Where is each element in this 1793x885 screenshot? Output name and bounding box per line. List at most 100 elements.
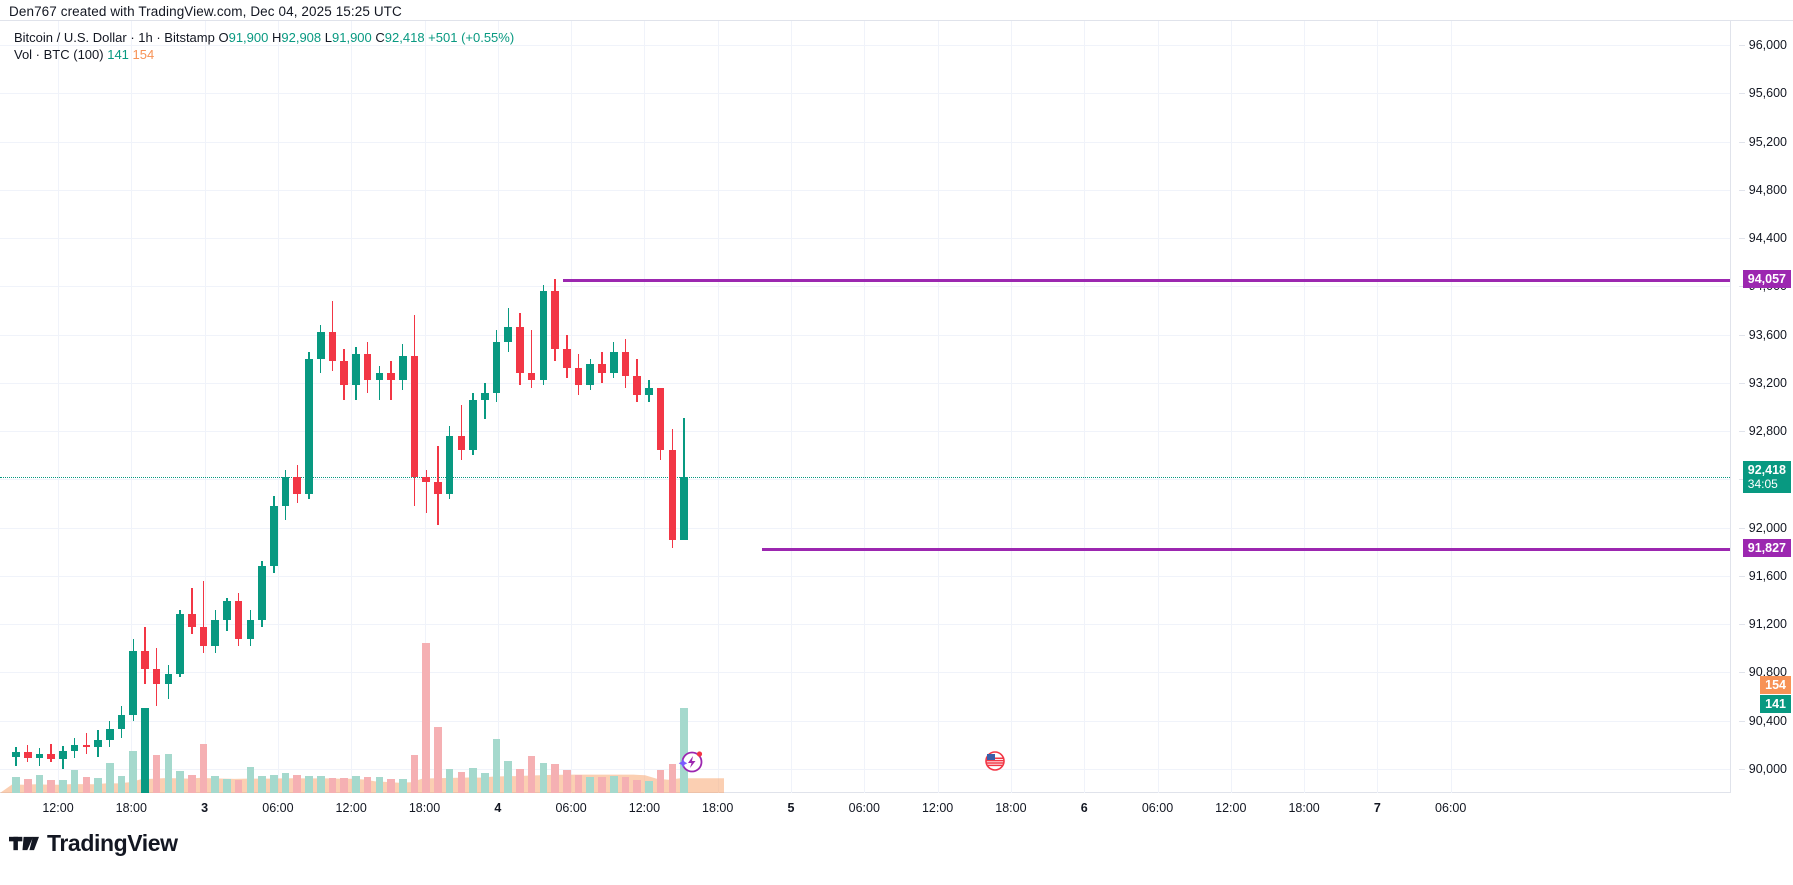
time-axis-tick: 12:00 xyxy=(628,801,661,815)
candle-body xyxy=(363,353,372,381)
footer-branding: TradingView xyxy=(9,830,178,857)
ai-sparkle-icon[interactable] xyxy=(678,748,704,774)
candlestick xyxy=(551,279,559,362)
candle-body xyxy=(258,566,266,621)
grid-line-vertical xyxy=(351,21,353,793)
candle-body xyxy=(176,614,184,674)
price-badge-volume-ma[interactable]: 154 xyxy=(1760,676,1791,694)
volume-bar xyxy=(47,779,55,793)
candle-body xyxy=(281,476,290,506)
volume-bar xyxy=(270,775,278,793)
candlestick xyxy=(422,469,430,514)
time-axis-tick: 06:00 xyxy=(848,801,880,815)
grid-line-vertical xyxy=(1084,21,1086,793)
grid-line-vertical xyxy=(277,21,279,793)
price-scale[interactable]: 96,00095,60095,20094,80094,40094,00093,6… xyxy=(1730,21,1793,793)
candle-body xyxy=(598,363,606,374)
ai-sparkle-marker[interactable] xyxy=(678,748,704,779)
grid-line-vertical xyxy=(644,21,646,793)
candlestick xyxy=(281,469,290,521)
chart-plot-area[interactable] xyxy=(0,21,1730,793)
time-axis-tick: 5 xyxy=(787,801,795,815)
volume-bar xyxy=(481,772,489,793)
volume-bar xyxy=(246,766,255,793)
ray-line-support[interactable] xyxy=(762,548,1730,551)
grid-line-vertical xyxy=(58,21,59,793)
candlestick xyxy=(129,638,137,721)
candle-body xyxy=(563,349,571,369)
volume-bar xyxy=(82,777,91,793)
time-axis-tick: 12:00 xyxy=(335,801,367,815)
attribution-text: Den767 created with TradingView.com, Dec… xyxy=(9,4,402,19)
candlestick xyxy=(481,382,489,420)
price-badge-volume-last[interactable]: 141 xyxy=(1760,695,1791,713)
candle-wick xyxy=(484,382,486,420)
time-axis-tick: 18:00 xyxy=(1288,801,1320,815)
chart-frame: Bitcoin / U.S. Dollar · 1h · Bitstamp O9… xyxy=(0,20,1793,793)
candlestick xyxy=(504,308,513,352)
time-scale[interactable]: 12:00 18:00 3 06:00 12:00 18:00 4 06:00 12:00 18:… xyxy=(0,793,1793,823)
time-axis-tick: 18:00 xyxy=(702,801,734,815)
candle-body xyxy=(422,476,430,482)
candle-body xyxy=(141,650,149,669)
candle-body xyxy=(481,392,489,400)
candle-body xyxy=(398,356,407,381)
price-axis-tick: 91,200 xyxy=(1738,617,1787,631)
volume-bar xyxy=(152,755,161,793)
grid-line-vertical xyxy=(937,21,939,793)
candlestick xyxy=(305,351,313,499)
volume-bar xyxy=(176,771,184,793)
price-axis-tick: 96,000 xyxy=(1738,38,1787,52)
time-axis-tick: 06:00 xyxy=(1435,801,1467,815)
volume-bar xyxy=(492,739,501,793)
volume-bar xyxy=(551,764,559,793)
price-axis-tick: 94,400 xyxy=(1738,231,1787,245)
candlestick xyxy=(609,341,618,379)
tradingview-logo-icon xyxy=(9,836,39,851)
candle-wick xyxy=(202,580,205,654)
us-flag-icon[interactable] xyxy=(985,751,1005,771)
volume-bar xyxy=(539,763,548,793)
ray-line-resistance[interactable] xyxy=(563,279,1730,282)
grid-line-vertical xyxy=(1377,21,1379,793)
grid-line-vertical xyxy=(1010,21,1012,793)
candle-body xyxy=(164,673,173,685)
price-badge-last-price[interactable]: 92,418 34:05 xyxy=(1742,461,1791,494)
volume-bar xyxy=(410,754,419,793)
volume-bar xyxy=(586,777,595,793)
volume-bar xyxy=(199,743,208,793)
time-axis-tick: 06:00 xyxy=(1141,801,1174,815)
time-axis-tick: 12:00 xyxy=(42,801,74,815)
price-badge-resistance[interactable]: 94,057 xyxy=(1742,270,1791,289)
volume-bar xyxy=(375,777,384,793)
price-badge-support[interactable]: 91,827 xyxy=(1742,539,1791,558)
candlestick xyxy=(117,706,126,738)
volume-bar xyxy=(12,777,20,793)
candlestick xyxy=(645,380,653,403)
time-axis-tick: 18:00 xyxy=(995,801,1027,815)
volume-bar xyxy=(316,776,325,793)
candle-body xyxy=(387,373,395,381)
candle-wick xyxy=(530,329,533,388)
candlestick xyxy=(492,329,501,403)
grid-line-vertical xyxy=(1450,21,1452,793)
volume-bar xyxy=(621,777,630,793)
candlestick xyxy=(94,730,102,757)
candle-body xyxy=(352,353,360,386)
us-economic-event-marker[interactable] xyxy=(985,751,1005,776)
candlestick xyxy=(621,339,630,388)
candlestick xyxy=(70,737,79,758)
candlestick xyxy=(445,426,454,499)
candlestick xyxy=(656,387,665,461)
volume-bar xyxy=(387,778,395,793)
candle-wick xyxy=(425,469,427,514)
candlestick xyxy=(176,609,184,678)
grid-line-vertical xyxy=(131,21,133,793)
price-axis-tick: 90,800 xyxy=(1738,665,1787,679)
volume-bar xyxy=(422,643,430,793)
candle-body xyxy=(527,373,536,381)
candle-body xyxy=(539,291,548,381)
candle-wick xyxy=(460,404,463,461)
candlestick xyxy=(434,445,442,526)
volume-bar xyxy=(668,764,677,793)
